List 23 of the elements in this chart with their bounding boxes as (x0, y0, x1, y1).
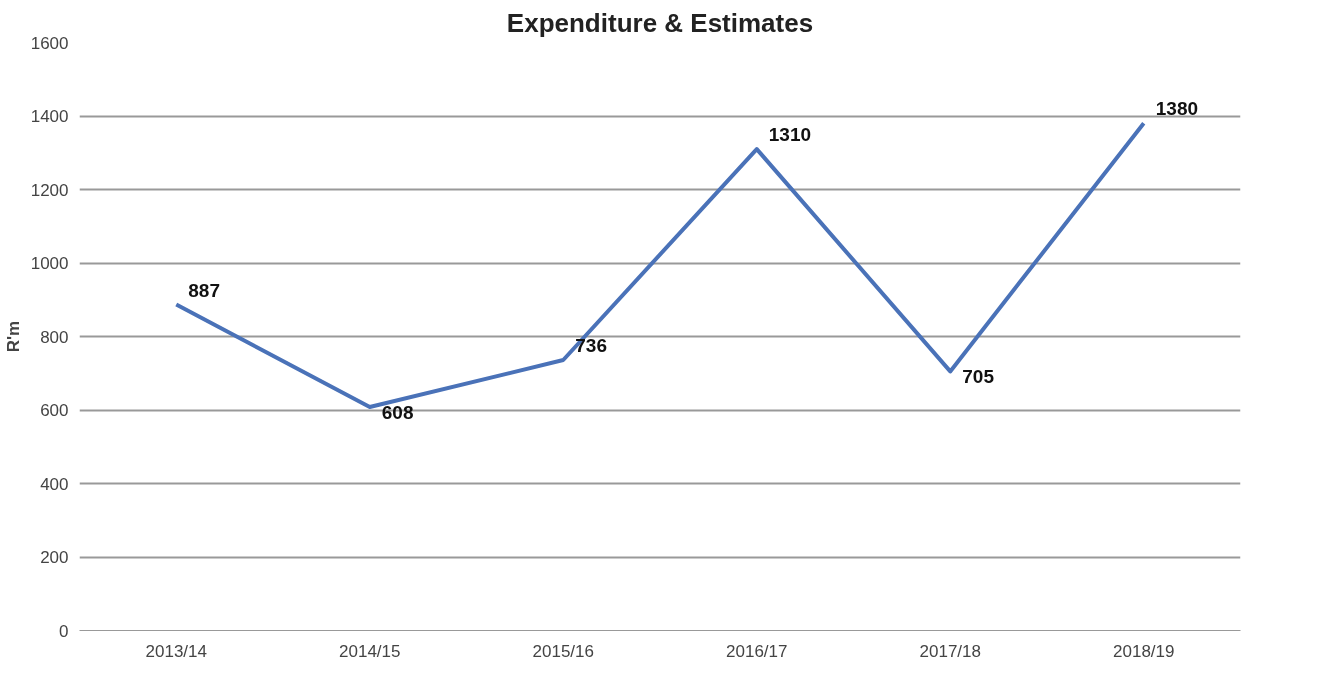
y-tick-label: 0 (59, 621, 69, 641)
y-tick-label: 800 (40, 327, 69, 347)
x-tick-label: 2015/16 (532, 641, 594, 661)
y-tick-label: 1200 (30, 180, 69, 200)
x-tick-label: 2014/15 (339, 641, 401, 661)
y-tick-label: 1000 (30, 254, 69, 273)
data-label: 736 (575, 335, 607, 357)
x-tick-label: 2016/17 (726, 641, 788, 661)
y-tick-label: 1600 (30, 33, 69, 53)
data-label: 1380 (1155, 98, 1199, 120)
data-label: 705 (962, 366, 995, 388)
y-tick-label: 400 (40, 474, 69, 494)
x-tick-label: 2013/14 (145, 641, 207, 661)
x-tick-label: 2017/18 (919, 641, 981, 661)
y-tick-label: 600 (40, 401, 69, 420)
y-tick-label: 200 (40, 548, 69, 567)
data-label: 1310 (768, 124, 812, 146)
data-label: 608 (381, 402, 414, 424)
data-label: 887 (188, 279, 220, 301)
chart-title: Expenditure & Estimates (506, 7, 814, 38)
x-tick-label: 2018/19 (1113, 641, 1175, 661)
y-axis-title: R'm (3, 320, 23, 353)
y-tick-label: 1400 (30, 107, 69, 126)
